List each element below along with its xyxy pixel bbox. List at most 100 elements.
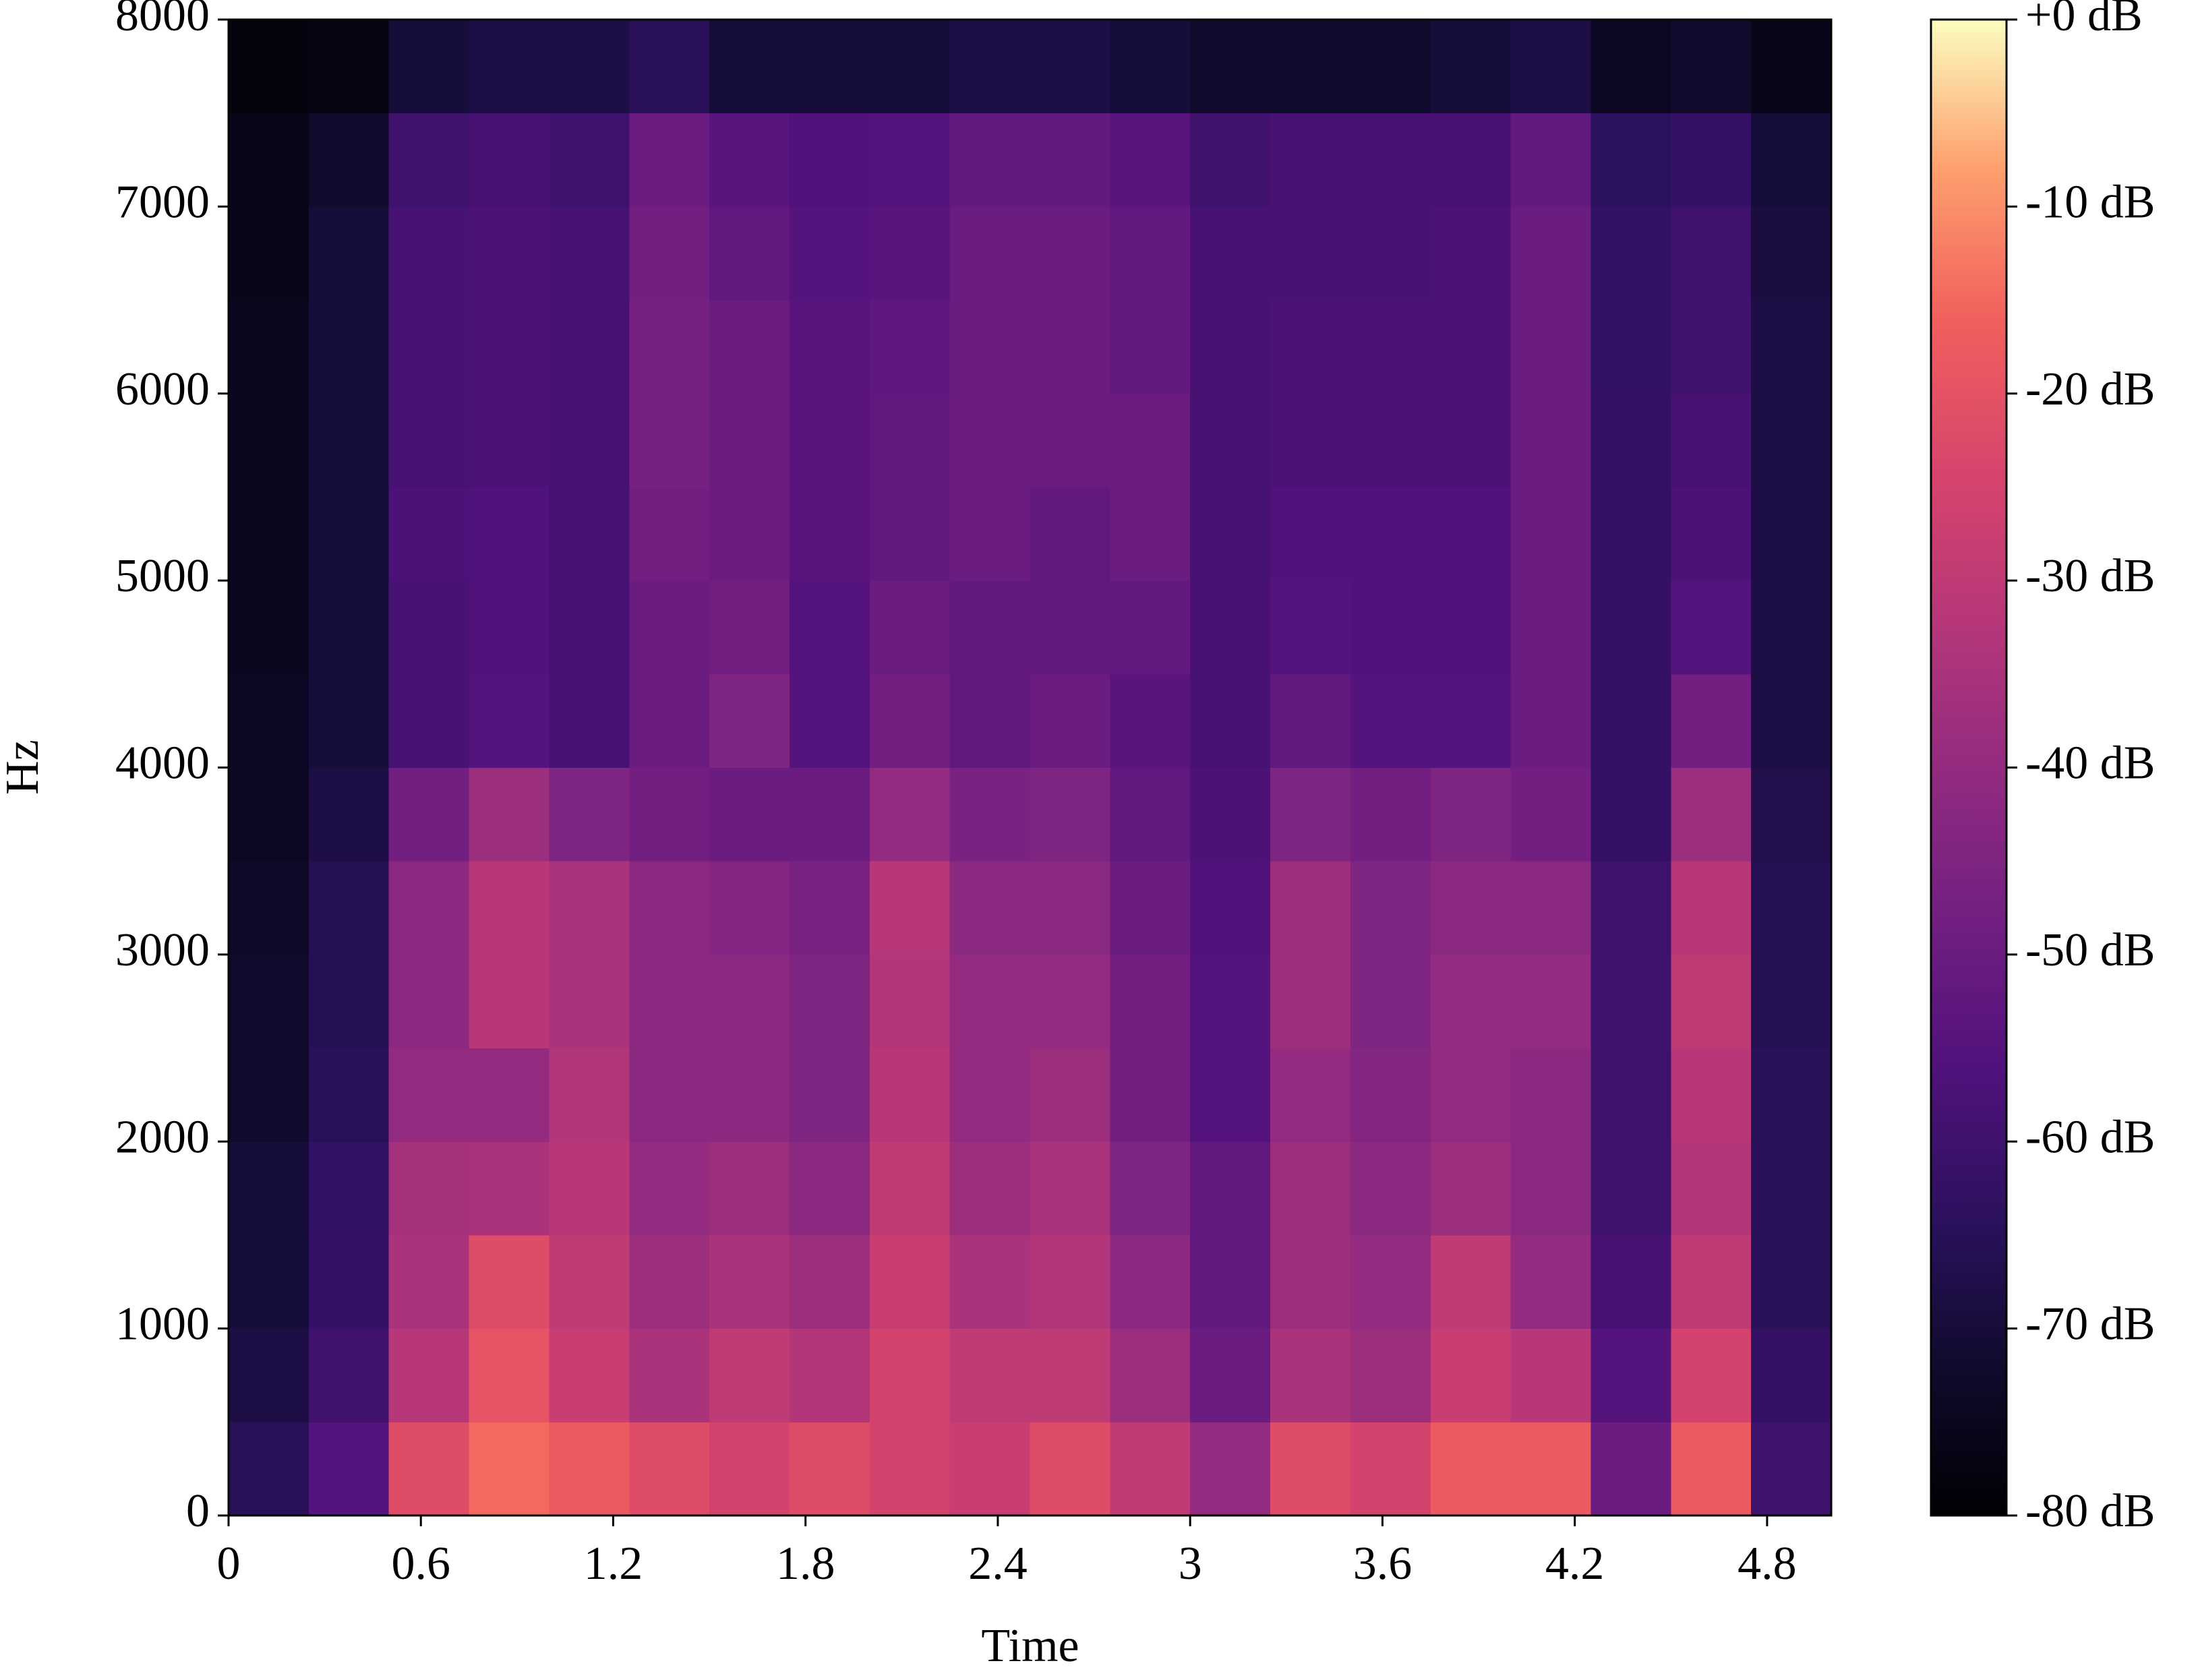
cell xyxy=(308,487,390,581)
cell xyxy=(949,1422,1030,1516)
heatmap xyxy=(229,20,1832,1516)
cell xyxy=(629,393,710,487)
cell xyxy=(1110,767,1191,862)
cell xyxy=(469,1422,549,1516)
cell xyxy=(1030,206,1110,301)
cell xyxy=(1510,487,1591,581)
cell xyxy=(469,20,549,114)
cell xyxy=(869,580,951,675)
cell xyxy=(229,1234,309,1329)
cell xyxy=(1270,1048,1351,1142)
cell xyxy=(869,206,951,301)
cell xyxy=(1350,767,1431,862)
cell xyxy=(308,767,390,862)
cell xyxy=(1350,954,1431,1049)
cell xyxy=(789,767,870,862)
cell xyxy=(709,300,790,394)
x-tick-label: 3.6 xyxy=(1353,1538,1413,1590)
colorbar-tick-label: -50 dB xyxy=(2025,924,2156,976)
cell xyxy=(789,206,870,301)
cell xyxy=(1510,580,1591,675)
cell xyxy=(709,113,790,207)
cell xyxy=(1190,954,1271,1049)
cell xyxy=(1430,861,1512,955)
cell xyxy=(629,1048,710,1142)
cell xyxy=(1430,300,1512,394)
cell xyxy=(1590,393,1671,487)
cell xyxy=(549,1422,630,1516)
cell xyxy=(1590,861,1671,955)
cell xyxy=(1110,1422,1191,1516)
cell xyxy=(869,1048,951,1142)
cell xyxy=(949,487,1030,581)
cell xyxy=(949,113,1030,207)
cell xyxy=(1510,861,1591,955)
cell xyxy=(549,1048,630,1142)
cell xyxy=(308,113,390,207)
cell xyxy=(1510,767,1591,862)
cell xyxy=(1350,673,1431,768)
cell xyxy=(1030,580,1110,675)
cell xyxy=(1751,673,1832,768)
cell xyxy=(869,487,951,581)
cell xyxy=(469,954,549,1049)
colorbar xyxy=(1930,18,2008,1517)
cell xyxy=(388,1234,470,1329)
cell xyxy=(308,1328,390,1422)
cell xyxy=(1190,767,1271,862)
cell xyxy=(629,20,710,114)
cell xyxy=(1430,113,1512,207)
cell xyxy=(1671,954,1752,1049)
cell xyxy=(789,1328,870,1422)
colorbar-tick-label: +0 dB xyxy=(2025,0,2143,41)
cell xyxy=(1751,206,1832,301)
cell xyxy=(709,673,790,768)
cell xyxy=(1671,1234,1752,1329)
cell xyxy=(709,393,790,487)
cell xyxy=(1510,673,1591,768)
cell xyxy=(1030,1328,1110,1422)
cell xyxy=(1590,1141,1671,1236)
cell xyxy=(469,861,549,955)
cell xyxy=(1510,1328,1591,1422)
cell xyxy=(1190,20,1271,114)
cell xyxy=(1510,1141,1591,1236)
cell xyxy=(1270,767,1351,862)
x-tick-label: 3 xyxy=(1179,1538,1202,1590)
cell xyxy=(549,1328,630,1422)
cell xyxy=(1430,393,1512,487)
x-tick-label: 0 xyxy=(217,1538,241,1590)
cell xyxy=(1350,393,1431,487)
cell xyxy=(1270,1328,1351,1422)
cell xyxy=(869,1422,951,1516)
cell xyxy=(469,113,549,207)
cell xyxy=(1190,300,1271,394)
y-tick-label: 5000 xyxy=(115,550,210,602)
cell xyxy=(869,954,951,1049)
cell xyxy=(1510,393,1591,487)
cell xyxy=(1510,113,1591,207)
cell xyxy=(1110,20,1191,114)
cell xyxy=(1751,1234,1832,1329)
cell xyxy=(388,767,470,862)
cell xyxy=(388,1048,470,1142)
cell xyxy=(1270,300,1351,394)
cell xyxy=(1671,206,1752,301)
cell xyxy=(789,861,870,955)
cell xyxy=(1751,861,1832,955)
y-tick-label: 0 xyxy=(186,1485,210,1537)
cell xyxy=(629,673,710,768)
cell xyxy=(629,206,710,301)
cell xyxy=(1590,954,1671,1049)
y-tick-label: 1000 xyxy=(115,1298,210,1350)
y-tick-label: 2000 xyxy=(115,1111,210,1163)
cell xyxy=(1751,300,1832,394)
cell xyxy=(1030,1422,1110,1516)
cell xyxy=(1270,487,1351,581)
cell xyxy=(1590,580,1671,675)
cell xyxy=(1671,393,1752,487)
cell xyxy=(949,20,1030,114)
cell xyxy=(1350,1234,1431,1329)
x-tick-label: 1.8 xyxy=(776,1538,835,1590)
cell xyxy=(629,300,710,394)
